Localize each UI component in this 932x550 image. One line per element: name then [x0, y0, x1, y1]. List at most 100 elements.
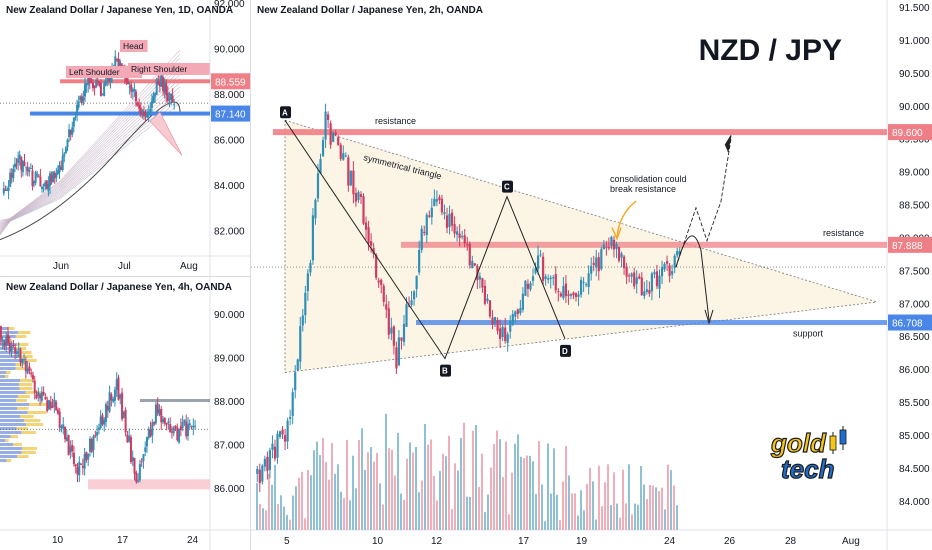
main-candle	[342, 153, 345, 160]
main-candle	[266, 456, 269, 472]
head-label: Head	[123, 41, 144, 51]
h4-chart-svg[interactable]: 90.000 89.000 88.000 87.000 86.000 10 17 24	[0, 277, 250, 550]
main-chart-title: New Zealand Dollar / Japanese Yen, 2h, O…	[257, 5, 484, 16]
volume-bar	[628, 464, 630, 530]
h4-candle	[137, 480, 140, 482]
volume-bar	[625, 503, 627, 530]
h4-candle	[83, 453, 86, 469]
main-price-axis-label: 85.500	[899, 398, 930, 409]
volume-bar	[514, 443, 516, 530]
main-candle	[531, 276, 535, 281]
right-shoulder-label: Right Shoulder	[131, 64, 187, 74]
main-candle	[304, 292, 307, 316]
daily-candle	[76, 104, 79, 115]
daily-chart-panel: New Zealand Dollar / Japanese Yen, 1D, O…	[0, 0, 251, 277]
main-candle	[450, 212, 454, 226]
daily-candle	[128, 86, 131, 88]
bearish-projection	[675, 235, 710, 320]
main-candle	[428, 215, 431, 217]
volume-bar	[511, 472, 513, 530]
volume-bar	[586, 483, 588, 530]
daily-candle	[158, 83, 161, 87]
point-badge-bg	[560, 344, 571, 357]
main-candle	[547, 278, 550, 280]
volume-bar	[601, 506, 603, 530]
main-candle	[453, 224, 456, 234]
main-candle	[299, 326, 302, 362]
main-candle	[620, 253, 623, 258]
main-price-axis-label: 85.000	[899, 431, 930, 442]
volume-bar	[643, 484, 645, 530]
resistance-top-label: resistance	[375, 116, 416, 126]
main-candle	[458, 233, 461, 239]
volume-bar	[649, 484, 651, 530]
volume-bar	[304, 518, 306, 530]
main-candle	[544, 276, 547, 279]
main-candle	[678, 251, 681, 255]
main-price-axis-label: 87.000	[899, 299, 930, 310]
daily-candle	[5, 189, 8, 191]
daily-candle	[26, 167, 29, 171]
volume-bar	[640, 466, 642, 530]
main-time-axis-label: 12	[431, 536, 443, 547]
volume-profile-bar	[22, 359, 37, 362]
main-price-tag: 86.708	[892, 319, 923, 330]
daily-chart-svg[interactable]: Left Shoulder Head Right Shoulder 92.000 90.…	[0, 0, 250, 276]
main-candle	[461, 235, 464, 237]
main-candle	[263, 458, 266, 467]
h4-candle	[24, 360, 27, 372]
daily-candle	[44, 182, 47, 187]
h4-candle	[163, 418, 166, 424]
h4-candle	[56, 409, 59, 414]
daily-candle	[56, 169, 59, 174]
daily-candle	[141, 109, 144, 113]
h4-candle	[169, 424, 172, 433]
volume-bar	[370, 447, 372, 530]
h4-price-axis-label: 87.000	[214, 441, 245, 452]
main-candle	[410, 300, 413, 305]
resistance-high-line	[273, 129, 887, 136]
volume-profile-bar	[15, 335, 27, 338]
main-candle	[597, 257, 600, 272]
volume-profile-bar	[0, 427, 17, 430]
volume-profile-bar	[20, 415, 34, 418]
volume-bar	[457, 470, 459, 530]
volume-bar	[637, 504, 639, 530]
daily-candle	[4, 189, 7, 191]
h4-time-axis-label: 24	[187, 535, 199, 546]
daily-candle	[170, 93, 173, 101]
main-candle	[261, 465, 264, 482]
main-candle	[413, 291, 416, 300]
main-price-axis-label: 86.500	[899, 332, 930, 343]
volume-bar	[391, 449, 393, 530]
volume-bar	[532, 461, 534, 530]
main-candle	[643, 291, 646, 297]
daily-candle	[9, 172, 12, 187]
main-candle	[273, 446, 277, 459]
main-candle	[673, 255, 676, 269]
main-chart-svg[interactable]: ABCDresistanceresistancesupportsymmetric…	[251, 0, 932, 550]
main-candle	[577, 294, 580, 297]
daily-candle	[173, 104, 176, 106]
volume-bar	[595, 519, 597, 530]
main-candle	[478, 276, 481, 280]
daily-candle	[84, 83, 87, 97]
main-candle	[569, 293, 573, 296]
main-candle	[392, 326, 395, 346]
main-candle	[605, 246, 608, 248]
h4-candle	[117, 377, 120, 400]
volume-profile-bar	[6, 459, 12, 462]
main-candle	[501, 326, 504, 337]
daily-candle	[155, 78, 158, 95]
h4-candle	[60, 426, 63, 428]
h4-candle	[76, 467, 79, 475]
h4-candle	[31, 374, 34, 380]
volume-bar	[448, 435, 450, 530]
point-badge-label: C	[504, 183, 510, 192]
volume-profile-bar	[8, 327, 15, 330]
main-candle	[334, 132, 337, 135]
support-label: support	[793, 329, 824, 339]
daily-price-tag: 87.140	[215, 110, 246, 121]
main-candle	[559, 293, 562, 297]
main-time-axis-label: 28	[785, 536, 797, 547]
